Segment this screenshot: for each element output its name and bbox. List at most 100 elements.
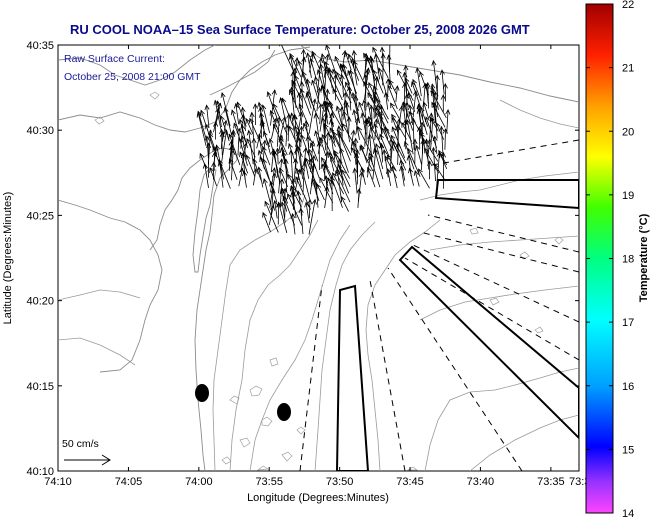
current-vector bbox=[339, 63, 349, 82]
current-vector-head bbox=[416, 126, 422, 132]
current-vector bbox=[322, 118, 327, 151]
current-vector-head bbox=[249, 111, 255, 118]
current-vector-head bbox=[366, 166, 372, 173]
current-vector-head bbox=[318, 63, 324, 70]
current-vector bbox=[292, 71, 294, 96]
current-vector bbox=[357, 172, 363, 202]
current-vector-head bbox=[388, 38, 392, 43]
current-vector bbox=[302, 71, 310, 88]
current-vector bbox=[407, 92, 416, 113]
current-vector bbox=[345, 51, 352, 71]
current-vector-head bbox=[419, 71, 424, 77]
current-vector bbox=[293, 57, 298, 88]
current-vector-head bbox=[390, 165, 396, 172]
current-vector bbox=[253, 138, 256, 170]
current-vector bbox=[398, 106, 403, 126]
current-vector bbox=[344, 100, 349, 119]
current-vector bbox=[278, 158, 283, 194]
current-vector-head bbox=[363, 52, 369, 59]
current-vector-head bbox=[296, 190, 302, 196]
y-tick-label: 40:30 bbox=[26, 125, 54, 137]
current-vector bbox=[291, 192, 297, 218]
current-vector-head bbox=[428, 112, 434, 119]
current-vector-head bbox=[321, 157, 326, 163]
current-vector-head bbox=[403, 140, 409, 147]
current-vector-head bbox=[219, 128, 225, 135]
current-vector bbox=[230, 145, 233, 164]
current-vector bbox=[374, 107, 390, 134]
current-vector bbox=[383, 149, 389, 178]
current-vector bbox=[217, 101, 222, 128]
current-vector-head bbox=[270, 148, 276, 155]
current-vector bbox=[206, 136, 209, 158]
current-vector bbox=[324, 123, 336, 147]
current-vector bbox=[334, 56, 342, 73]
current-vector bbox=[297, 60, 310, 94]
current-vector bbox=[438, 150, 448, 166]
current-vector bbox=[360, 144, 368, 164]
current-vector bbox=[308, 99, 316, 134]
current-vector-head bbox=[311, 98, 317, 105]
current-vector-head bbox=[351, 140, 357, 147]
current-vector-head bbox=[204, 104, 210, 111]
current-vector-head bbox=[347, 53, 353, 60]
current-vector bbox=[324, 66, 327, 96]
current-vector bbox=[329, 152, 335, 172]
current-vector bbox=[232, 130, 234, 151]
current-vector-head bbox=[305, 52, 311, 59]
current-vector bbox=[301, 81, 303, 109]
current-vector bbox=[200, 110, 209, 132]
current-vector-head bbox=[318, 136, 324, 143]
current-vector bbox=[355, 118, 359, 135]
current-vector-head bbox=[262, 139, 268, 146]
current-vector bbox=[400, 160, 406, 181]
current-vector-head bbox=[207, 129, 213, 135]
current-vector-head bbox=[223, 129, 229, 136]
current-vector bbox=[199, 153, 207, 169]
current-vector-head bbox=[440, 94, 446, 100]
current-vector bbox=[406, 119, 414, 155]
current-vector bbox=[320, 64, 326, 89]
current-vector-head bbox=[304, 201, 310, 208]
current-vector-head bbox=[266, 91, 272, 98]
current-vector-head bbox=[279, 178, 285, 184]
current-vector bbox=[343, 92, 346, 120]
current-vector bbox=[427, 139, 431, 156]
current-vector-head bbox=[309, 57, 315, 64]
current-vector-head bbox=[344, 102, 350, 108]
current-vector bbox=[384, 155, 398, 179]
current-vector bbox=[258, 102, 265, 127]
current-vector bbox=[233, 123, 242, 142]
current-vector-head bbox=[318, 103, 324, 109]
current-vector bbox=[302, 162, 305, 195]
current-vector-head bbox=[240, 106, 246, 113]
current-vector bbox=[384, 127, 400, 156]
current-vector-head bbox=[289, 52, 295, 59]
current-vector bbox=[315, 76, 320, 97]
current-vector-head bbox=[319, 177, 325, 183]
current-vector-head bbox=[278, 97, 284, 103]
current-vector-head bbox=[281, 187, 286, 194]
x-tick-label: 73:50 bbox=[326, 476, 354, 488]
current-vector bbox=[249, 118, 265, 151]
current-vector-head bbox=[220, 92, 226, 98]
y-tick-label: 40:35 bbox=[26, 40, 54, 52]
current-vector bbox=[400, 166, 405, 187]
colorbar-ticks: 22 21 20 19 18 17 16 15 14 bbox=[586, 0, 634, 518]
current-vector bbox=[274, 200, 278, 219]
current-vector-head bbox=[281, 150, 287, 157]
current-vector-head bbox=[269, 180, 275, 187]
current-vector bbox=[402, 102, 407, 132]
current-vector-head bbox=[271, 167, 277, 173]
current-vector bbox=[367, 167, 376, 188]
current-vector-head bbox=[364, 68, 370, 75]
current-vector-head bbox=[335, 170, 340, 177]
current-vector bbox=[426, 84, 429, 105]
current-vector bbox=[364, 53, 367, 71]
current-vector-head bbox=[337, 158, 343, 164]
current-vector-head bbox=[322, 160, 328, 167]
current-vector bbox=[341, 169, 351, 188]
current-vector-head bbox=[242, 170, 248, 177]
current-vector bbox=[270, 188, 274, 218]
current-vector-head bbox=[373, 118, 379, 125]
